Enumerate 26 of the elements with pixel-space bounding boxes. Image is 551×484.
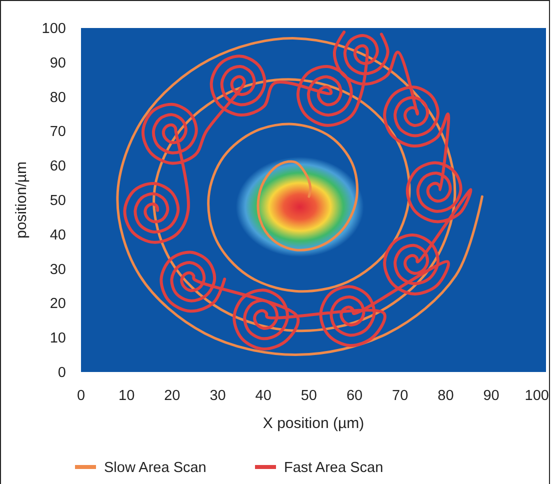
y-tick-label: 10 [50,330,66,347]
y-tick-label: 100 [42,21,66,37]
y-tick-label: 40 [50,227,66,244]
x-tick-label: 100 [524,388,549,404]
x-tick-label: 90 [483,388,500,404]
x-tick-label: 30 [210,388,226,404]
x-tick-label: 0 [76,388,86,404]
y-tick-label: 0 [58,365,66,381]
x-tick-label: 40 [255,388,272,404]
x-tick-label: 70 [392,388,408,404]
legend-label: Slow Area Scan [104,460,206,476]
y-tick-label: 60 [50,158,66,175]
x-tick-label: 80 [438,388,454,404]
legend-label: Fast Area Scan [284,460,384,476]
y-tick-label: 20 [50,296,66,312]
x-tick-label: 50 [300,388,318,404]
y-tick-label: 70 [50,124,66,140]
y-tick-label: 90 [50,55,66,72]
x-tick-label: 10 [118,388,135,404]
x-tick-label: 20 [164,388,180,404]
y-tick-label: 50 [50,193,66,209]
x-tick-label: 60 [346,388,363,404]
y-axis-title: position/µm [13,161,30,239]
y-tick-label: 80 [50,90,66,106]
y-tick-label: 30 [50,262,66,278]
x-axis-title: X position (µm) [262,415,364,432]
